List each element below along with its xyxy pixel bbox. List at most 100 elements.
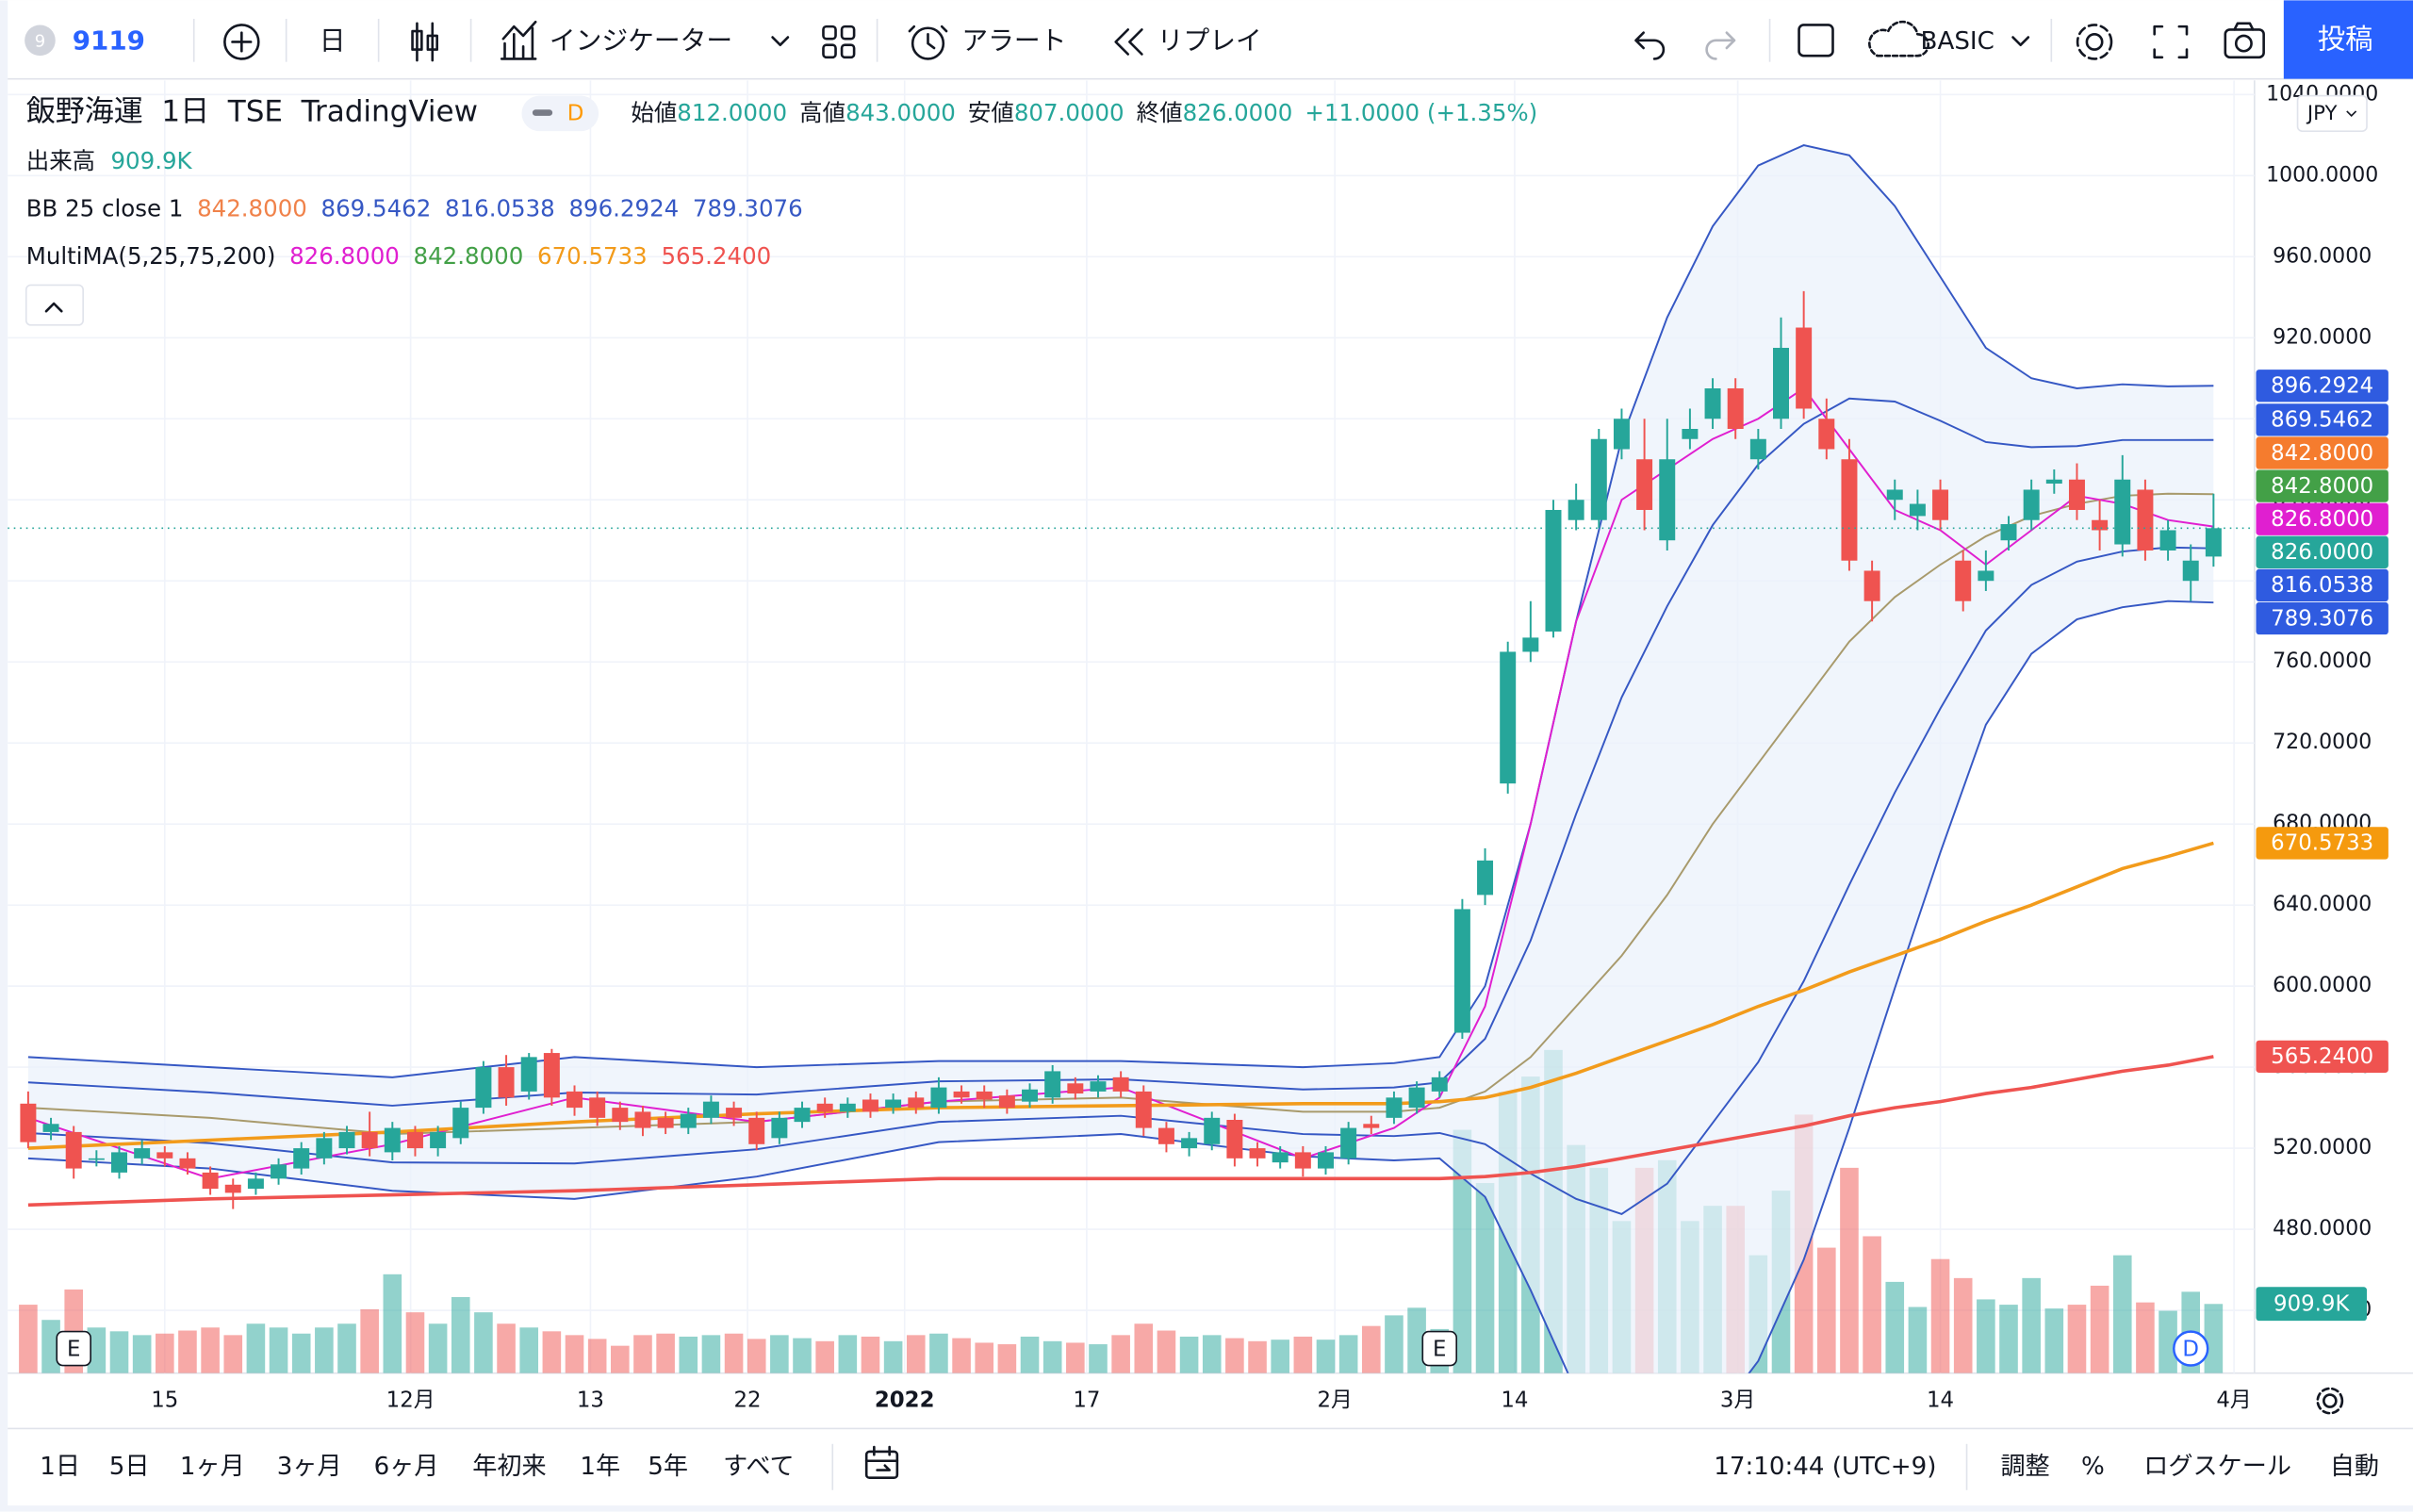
symbol[interactable]: 9119 bbox=[73, 25, 145, 56]
range-button[interactable]: 5日 bbox=[109, 1453, 150, 1481]
chart-type-button[interactable] bbox=[411, 22, 438, 62]
legend-interval: 1日 bbox=[161, 95, 209, 129]
replay-icon[interactable] bbox=[1114, 28, 1143, 56]
ohlc-label: 始値 bbox=[631, 99, 677, 126]
volume-bar bbox=[519, 1327, 539, 1373]
candle-body bbox=[452, 1108, 469, 1139]
price-tag-label: 869.5462 bbox=[2271, 408, 2373, 433]
scale-option[interactable]: 調整 bbox=[2000, 1453, 2049, 1481]
legend-source: TradingView bbox=[301, 95, 478, 129]
currency-button[interactable] bbox=[2296, 94, 2368, 132]
ohlc-value: 843.0000 bbox=[845, 99, 956, 126]
volume-bar bbox=[747, 1339, 766, 1373]
volume-bar bbox=[1089, 1344, 1108, 1373]
bb-value: 896.2924 bbox=[568, 194, 679, 222]
candle-body bbox=[1955, 560, 1972, 601]
candle-body bbox=[1044, 1071, 1061, 1098]
scale-option[interactable]: % bbox=[2081, 1453, 2105, 1481]
candle-body bbox=[316, 1138, 333, 1159]
indicator-line bbox=[27, 386, 2214, 1180]
candle-body bbox=[1431, 1076, 1448, 1092]
volume-bar bbox=[1271, 1339, 1289, 1373]
event-label: D bbox=[2182, 1338, 2199, 1362]
volume-bar bbox=[633, 1335, 652, 1373]
goto-date-button[interactable] bbox=[864, 1445, 899, 1480]
candle-body bbox=[338, 1131, 355, 1149]
bottom-bar: 17:10:44 (UTC+9) 1日 5日 1ヶ月 3ヶ月 6ヶ月 年初来 1年 5年 すべて… bbox=[40, 1443, 2379, 1490]
redo-button[interactable] bbox=[1705, 31, 1736, 60]
compare-button[interactable] bbox=[223, 24, 260, 60]
scale-option[interactable]: ログスケール bbox=[2143, 1453, 2291, 1481]
volume-bar bbox=[2044, 1308, 2064, 1373]
range-button[interactable]: 5年 bbox=[648, 1453, 688, 1481]
event-marker[interactable] bbox=[1421, 1330, 1458, 1367]
y-tick-label: 1000.0000 bbox=[2266, 163, 2378, 187]
volume-bar bbox=[2090, 1285, 2109, 1373]
publish-button[interactable] bbox=[2283, 0, 2413, 79]
range-button[interactable]: 年初来 bbox=[472, 1453, 546, 1481]
market-status[interactable] bbox=[521, 95, 599, 132]
range-button[interactable]: 1年 bbox=[580, 1453, 620, 1481]
range-button[interactable]: 6ヶ月 bbox=[374, 1453, 439, 1481]
x-tick-label: 17 bbox=[1073, 1389, 1100, 1413]
layout-dropdown[interactable] bbox=[2011, 36, 2030, 47]
volume-bar bbox=[1361, 1325, 1381, 1373]
volume-bar bbox=[451, 1297, 470, 1373]
layout-name[interactable]: BASIC bbox=[1921, 27, 1994, 56]
indicators-button[interactable]: インジケーター bbox=[550, 25, 732, 56]
candle-body bbox=[179, 1158, 196, 1169]
undo-button[interactable] bbox=[1634, 31, 1666, 60]
candle-body bbox=[839, 1103, 856, 1112]
ohlc-value: 812.0000 bbox=[677, 99, 787, 126]
event-marker[interactable] bbox=[56, 1330, 91, 1367]
alert-button[interactable]: アラート bbox=[961, 25, 1066, 56]
range-button[interactable]: すべて bbox=[723, 1453, 794, 1481]
price-tag bbox=[2256, 827, 2388, 860]
range-button[interactable]: 1ヶ月 bbox=[180, 1453, 245, 1481]
volume-bar bbox=[474, 1312, 493, 1373]
scale-option[interactable]: 自動 bbox=[2330, 1453, 2379, 1481]
axis-settings[interactable] bbox=[2316, 1387, 2344, 1415]
currency-dropdown bbox=[2346, 110, 2357, 117]
candle-body bbox=[361, 1131, 378, 1149]
settings-button[interactable] bbox=[2076, 24, 2113, 60]
interval-button[interactable]: 日 bbox=[320, 25, 346, 56]
replay-button[interactable]: リプレイ bbox=[1157, 25, 1262, 56]
volume-bar bbox=[1111, 1335, 1130, 1373]
candle-body bbox=[2068, 479, 2085, 510]
volume-bar bbox=[1453, 1129, 1472, 1373]
candle-body bbox=[589, 1097, 606, 1118]
event-label: E bbox=[1433, 1338, 1446, 1362]
cloud-icon[interactable] bbox=[1868, 20, 1929, 58]
volume-bar bbox=[1179, 1336, 1199, 1373]
layout-button[interactable] bbox=[1797, 24, 1834, 58]
range-button[interactable]: 3ヶ月 bbox=[277, 1453, 342, 1481]
volume-bar bbox=[269, 1327, 288, 1373]
candle-body bbox=[543, 1053, 560, 1098]
volume-bar bbox=[815, 1340, 834, 1373]
legend-title: 飯野海運 1日 TSE TradingView bbox=[26, 95, 478, 129]
ma-value: 670.5733 bbox=[537, 242, 648, 270]
candle-body bbox=[1363, 1124, 1380, 1128]
x-tick-label: 4月 bbox=[2216, 1389, 2251, 1413]
volume-bar bbox=[223, 1335, 243, 1373]
y-tick-label: 960.0000 bbox=[2273, 244, 2372, 268]
event-marker[interactable] bbox=[2173, 1330, 2209, 1367]
indicators-icon[interactable] bbox=[500, 20, 537, 60]
indicators-dropdown[interactable] bbox=[771, 36, 790, 47]
layouts-icon[interactable] bbox=[822, 25, 856, 59]
symbol-logo[interactable] bbox=[25, 25, 56, 57]
snapshot-button[interactable] bbox=[2224, 22, 2265, 59]
candle-body bbox=[1682, 428, 1699, 439]
ma-value: 842.8000 bbox=[414, 242, 524, 270]
alert-icon[interactable] bbox=[908, 25, 948, 60]
range-button[interactable]: 1日 bbox=[40, 1453, 80, 1481]
candle-body bbox=[2182, 560, 2199, 582]
candle-body bbox=[953, 1091, 970, 1098]
candle-body bbox=[202, 1172, 219, 1190]
candle-body bbox=[702, 1101, 719, 1118]
clock[interactable]: 17:10:44 (UTC+9) bbox=[1714, 1453, 1936, 1481]
candle-body bbox=[2159, 530, 2176, 551]
fullscreen-button[interactable] bbox=[2153, 25, 2189, 59]
candle-body bbox=[1522, 637, 1539, 652]
